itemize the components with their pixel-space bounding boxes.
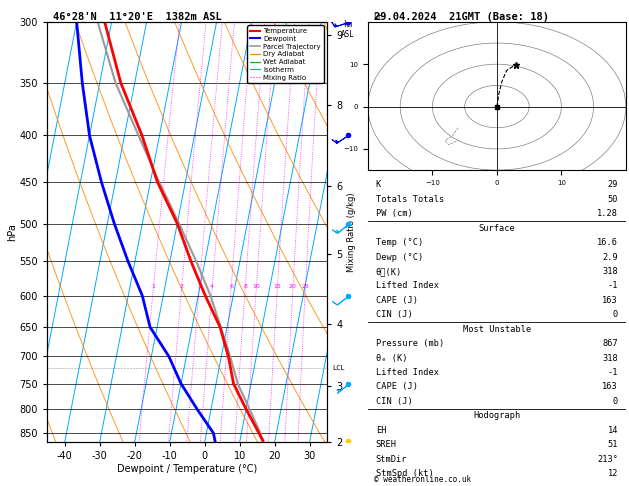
Text: LCL: LCL: [332, 364, 345, 370]
Text: kt: kt: [373, 13, 381, 22]
Text: 29: 29: [608, 180, 618, 190]
Text: -1: -1: [608, 368, 618, 377]
Y-axis label: Mixing Ratio (g/kg): Mixing Ratio (g/kg): [347, 192, 355, 272]
Text: 4: 4: [210, 284, 214, 289]
Text: 8: 8: [243, 284, 247, 289]
Text: 0: 0: [613, 310, 618, 319]
Text: 0: 0: [613, 397, 618, 406]
Text: 25: 25: [301, 284, 309, 289]
Text: 163: 163: [603, 296, 618, 305]
Text: 51: 51: [608, 440, 618, 449]
Text: 163: 163: [603, 382, 618, 392]
Text: 318: 318: [603, 354, 618, 363]
Text: 50: 50: [608, 195, 618, 204]
X-axis label: Dewpoint / Temperature (°C): Dewpoint / Temperature (°C): [117, 464, 257, 474]
Text: θₑ (K): θₑ (K): [376, 354, 407, 363]
Text: K: K: [376, 180, 381, 190]
Text: 2.9: 2.9: [603, 253, 618, 261]
Text: 16.6: 16.6: [597, 238, 618, 247]
Text: StmDir: StmDir: [376, 455, 407, 464]
Text: EH: EH: [376, 426, 386, 435]
Text: CIN (J): CIN (J): [376, 310, 413, 319]
Text: -1: -1: [608, 281, 618, 291]
Text: © weatheronline.co.uk: © weatheronline.co.uk: [374, 474, 471, 484]
Text: CIN (J): CIN (J): [376, 397, 413, 406]
Text: 10: 10: [252, 284, 260, 289]
Y-axis label: hPa: hPa: [7, 223, 17, 241]
Text: 3: 3: [197, 284, 201, 289]
Text: Pressure (mb): Pressure (mb): [376, 339, 444, 348]
Text: 1: 1: [152, 284, 155, 289]
Legend: Temperature, Dewpoint, Parcel Trajectory, Dry Adiabat, Wet Adiabat, Isotherm, Mi: Temperature, Dewpoint, Parcel Trajectory…: [247, 25, 323, 83]
Text: 1.28: 1.28: [597, 209, 618, 218]
Text: Surface: Surface: [479, 224, 515, 233]
Text: θᴇ(K): θᴇ(K): [376, 267, 402, 276]
Text: Hodograph: Hodograph: [473, 411, 521, 420]
Text: 6: 6: [229, 284, 233, 289]
Text: Totals Totals: Totals Totals: [376, 195, 444, 204]
Text: 12: 12: [608, 469, 618, 478]
Text: CAPE (J): CAPE (J): [376, 296, 418, 305]
Text: 20: 20: [289, 284, 297, 289]
Text: 318: 318: [603, 267, 618, 276]
Text: 14: 14: [608, 426, 618, 435]
Text: 15: 15: [274, 284, 281, 289]
Text: Lifted Index: Lifted Index: [376, 368, 438, 377]
Text: 867: 867: [603, 339, 618, 348]
Text: Temp (°C): Temp (°C): [376, 238, 423, 247]
Text: Dewp (°C): Dewp (°C): [376, 253, 423, 261]
Text: 2: 2: [180, 284, 184, 289]
Text: Most Unstable: Most Unstable: [463, 325, 531, 334]
Text: StmSpd (kt): StmSpd (kt): [376, 469, 433, 478]
Text: 46°28'N  11°20'E  1382m ASL: 46°28'N 11°20'E 1382m ASL: [53, 12, 222, 22]
Text: PW (cm): PW (cm): [376, 209, 413, 218]
Text: km
ASL: km ASL: [340, 20, 355, 39]
Text: 213°: 213°: [597, 455, 618, 464]
Text: CAPE (J): CAPE (J): [376, 382, 418, 392]
Text: Lifted Index: Lifted Index: [376, 281, 438, 291]
Text: 29.04.2024  21GMT (Base: 18): 29.04.2024 21GMT (Base: 18): [374, 12, 549, 22]
Text: SREH: SREH: [376, 440, 397, 449]
